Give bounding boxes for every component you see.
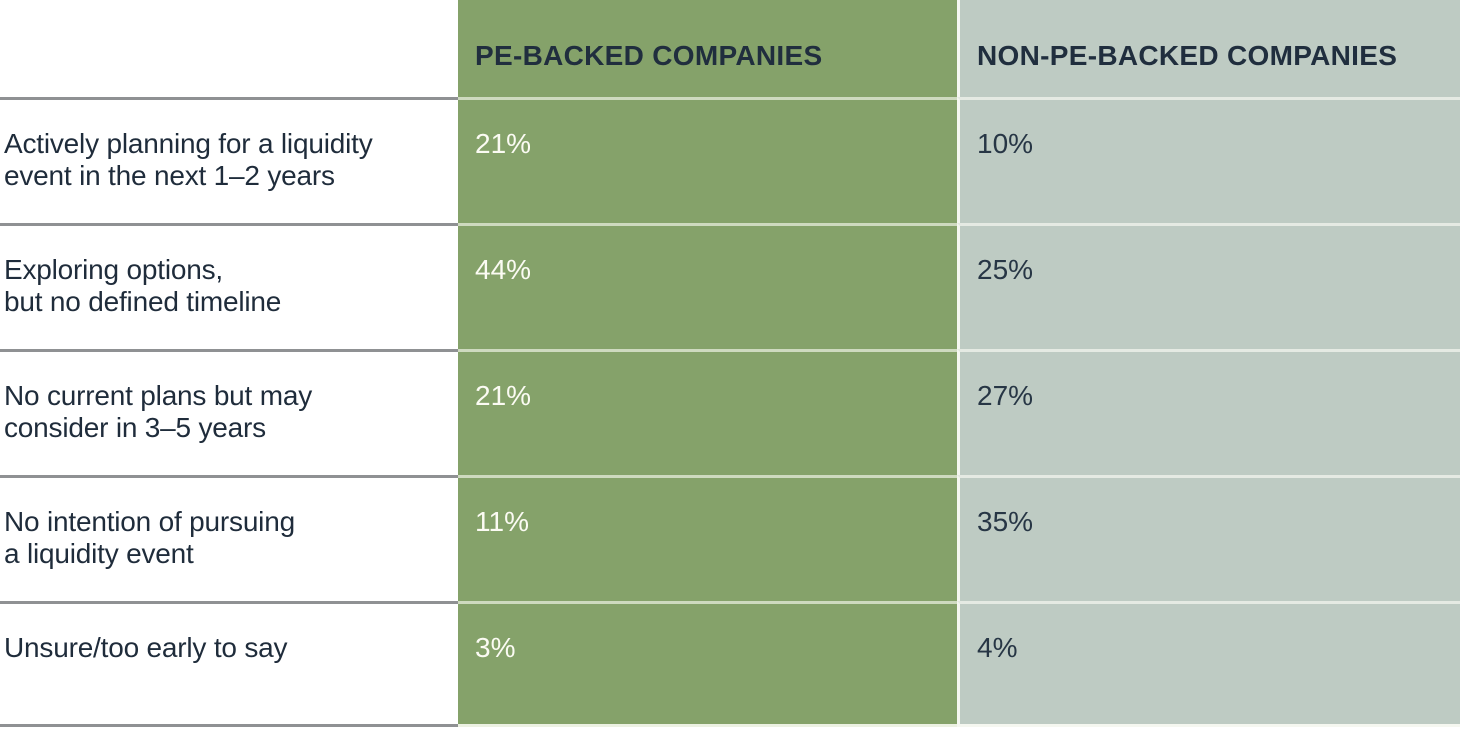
column-header-pe-backed: PE-BACKED COMPANIES (458, 0, 957, 97)
pe-value: 21% (458, 349, 957, 475)
row-label-unsure: Unsure/too early to say (0, 601, 458, 727)
row-label-no-intention: No intention of pursuing a liquidity eve… (0, 475, 458, 601)
non-pe-value: 4% (957, 601, 1460, 727)
row-label-actively-planning: Actively planning for a liquidity event … (0, 97, 458, 223)
non-pe-value: 25% (957, 223, 1460, 349)
pe-value: 44% (458, 223, 957, 349)
pe-value: 3% (458, 601, 957, 727)
non-pe-value: 27% (957, 349, 1460, 475)
non-pe-value: 35% (957, 475, 1460, 601)
row-label-exploring-options: Exploring options, but no defined timeli… (0, 223, 458, 349)
pe-value: 21% (458, 97, 957, 223)
row-label-no-current-plans: No current plans but may consider in 3–5… (0, 349, 458, 475)
pe-value: 11% (458, 475, 957, 601)
header-empty-cell (0, 0, 458, 97)
column-header-non-pe-backed: NON-PE-BACKED COMPANIES (957, 0, 1460, 97)
non-pe-value: 10% (957, 97, 1460, 223)
